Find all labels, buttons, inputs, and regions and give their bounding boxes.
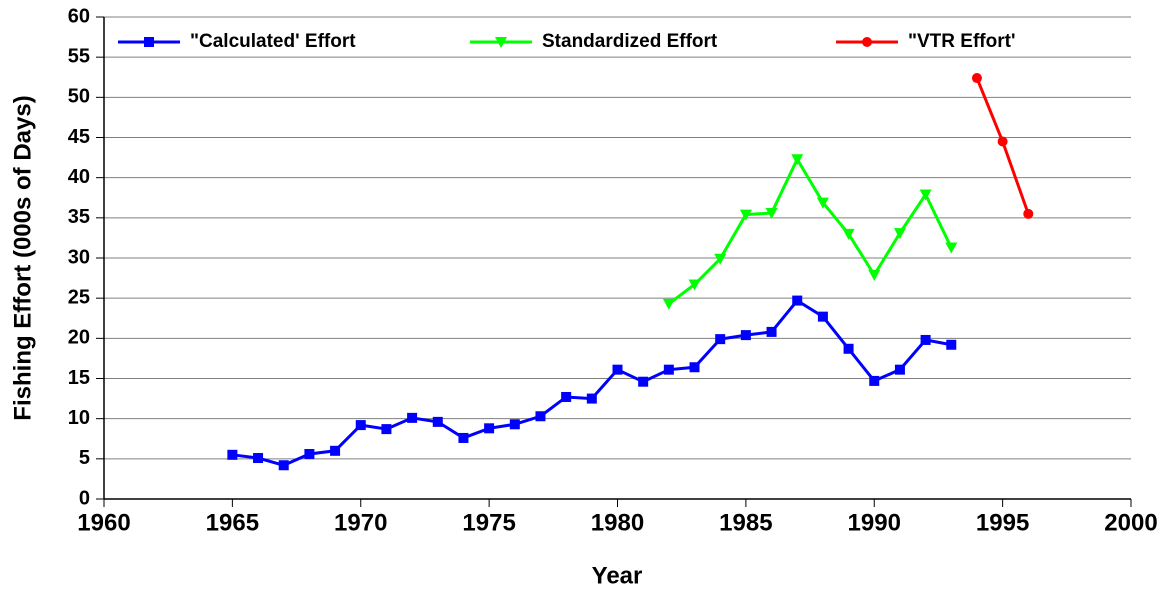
x-tick-label: 1975 (462, 509, 515, 536)
data-point (817, 311, 828, 322)
data-point (586, 393, 597, 404)
data-point (253, 453, 264, 464)
legend-marker (144, 37, 154, 47)
data-point (355, 420, 366, 431)
data-point (893, 228, 906, 240)
data-point (227, 449, 238, 460)
data-point (894, 364, 905, 375)
data-point (740, 330, 751, 341)
data-point (458, 432, 469, 443)
legend-label: "Calculated' Effort (190, 31, 356, 52)
data-point (688, 279, 701, 291)
y-tick-label: 0 (79, 487, 90, 509)
data-point (432, 416, 443, 427)
y-axis-label: Fishing Effort (000s of Days) (9, 95, 36, 420)
x-tick-label: 1990 (848, 509, 901, 536)
data-point (920, 334, 931, 345)
data-point (816, 197, 829, 209)
x-tick-label: 1995 (976, 509, 1029, 536)
data-point (509, 419, 520, 430)
data-point (278, 460, 289, 471)
data-point (843, 343, 854, 354)
legend-marker (862, 37, 872, 47)
x-axis-label: Year (592, 562, 643, 589)
data-point (330, 445, 341, 456)
y-tick-label: 60 (68, 5, 90, 27)
data-point (765, 208, 778, 220)
data-point (997, 136, 1008, 147)
y-tick-label: 25 (68, 286, 90, 308)
data-point (868, 269, 881, 281)
data-point (791, 154, 804, 166)
data-point (715, 334, 726, 345)
x-tick-label: 1970 (334, 509, 387, 536)
x-tick-label: 1985 (719, 509, 772, 536)
data-point (662, 298, 675, 310)
data-point (304, 449, 315, 460)
series-line (667, 156, 953, 305)
y-tick-label: 5 (79, 447, 90, 469)
data-point (663, 364, 674, 375)
data-point (612, 364, 623, 375)
data-point (484, 423, 495, 434)
data-point (792, 295, 803, 306)
data-point (561, 391, 572, 402)
data-point (407, 412, 418, 423)
x-tick-label: 1965 (206, 509, 259, 536)
x-tick-label: 2000 (1104, 509, 1157, 536)
data-point (535, 411, 546, 422)
x-tick-label: 1980 (591, 509, 644, 536)
y-tick-label: 55 (68, 45, 90, 67)
data-point (869, 375, 880, 386)
data-point (689, 362, 700, 373)
y-tick-label: 35 (68, 206, 90, 228)
data-point (766, 326, 777, 337)
y-tick-label: 20 (68, 327, 90, 349)
y-tick-label: 10 (68, 407, 90, 429)
data-point (381, 424, 392, 435)
legend-label: Standardized Effort (542, 31, 718, 52)
data-point (945, 242, 958, 254)
y-tick-label: 50 (68, 86, 90, 108)
data-point (739, 209, 752, 221)
data-point (714, 253, 727, 265)
y-tick-label: 45 (68, 126, 90, 148)
data-point (971, 73, 982, 84)
y-tick-label: 15 (68, 367, 90, 389)
y-tick-label: 30 (68, 246, 90, 268)
data-point (842, 228, 855, 240)
legend-marker (495, 37, 507, 48)
series-line (232, 298, 952, 467)
data-point (946, 339, 957, 350)
y-tick-label: 40 (68, 166, 90, 188)
data-point (638, 376, 649, 387)
x-tick-label: 1960 (77, 509, 130, 536)
data-point (919, 189, 932, 201)
legend-label: "VTR Effort' (908, 31, 1015, 52)
data-point (1023, 208, 1034, 219)
